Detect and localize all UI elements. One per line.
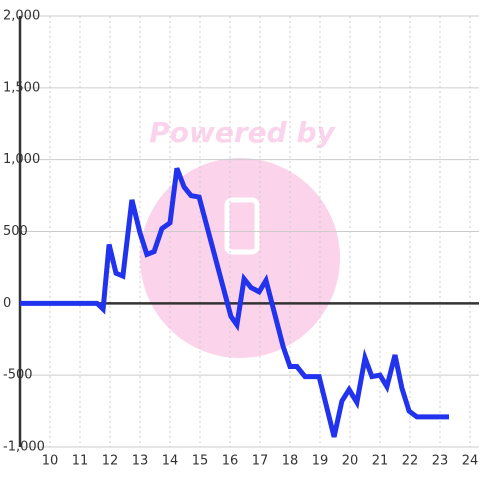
x-tick-label: 23	[432, 454, 449, 469]
watermark-circle	[140, 158, 340, 358]
y-tick-label: 2,000	[3, 9, 40, 24]
x-tick-label: 13	[132, 454, 149, 469]
y-tick-label: 1,000	[3, 152, 40, 167]
watermark-logo	[224, 197, 260, 255]
x-tick-label: 21	[372, 454, 389, 469]
x-tick-label: 11	[72, 454, 89, 469]
x-tick-label: 15	[192, 454, 209, 469]
y-tick-label: -500	[3, 368, 33, 383]
x-tick-label: 14	[162, 454, 179, 469]
x-tick-label: 10	[42, 454, 59, 469]
line	[20, 167, 449, 438]
y-tick-label: 0	[3, 296, 11, 311]
y-tick-label: 500	[3, 224, 28, 239]
y-tick-label: -1,000	[3, 440, 45, 455]
y-tick-label: 1,500	[3, 80, 40, 95]
x-tick-label: 17	[252, 454, 269, 469]
x-tick-label: 18	[282, 454, 299, 469]
x-tick-label: 20	[342, 454, 359, 469]
x-tick-label: 19	[312, 454, 329, 469]
watermark-text: Powered by	[149, 116, 336, 149]
x-tick-label: 12	[102, 454, 119, 469]
x-tick-label: 22	[402, 454, 419, 469]
plot: 10 11 12 13 14 15 16 17 18 19 20 21 22 23 24 -1,000 -500…	[3, 9, 479, 469]
watermark: Powered by	[140, 116, 340, 358]
x-tick-label: 16	[222, 454, 239, 469]
x-tick-label: 24	[462, 454, 479, 469]
